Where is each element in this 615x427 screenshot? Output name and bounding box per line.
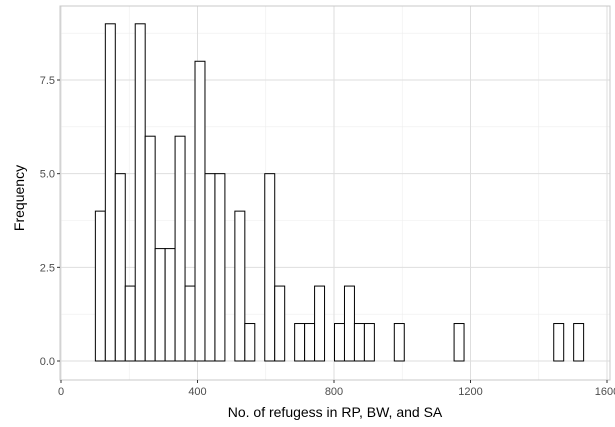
histogram-bar [104,23,116,362]
histogram-bar [453,323,465,362]
histogram-bar [154,248,166,362]
y-axis-ticks: 0.0 2.5 5.0 7.5 [40,75,60,368]
histogram-bar [174,135,186,362]
histogram-bar [343,285,355,362]
histogram-bar [274,285,286,362]
histogram-bar [363,323,375,362]
histogram-bar [573,323,585,362]
histogram-bar [264,173,276,362]
histogram-bar [204,173,216,362]
histogram-bar [393,323,405,362]
x-tick-label: 800 [325,386,343,398]
histogram-bar [94,210,106,362]
y-tick-label: 0.0 [40,356,55,368]
histogram-bar [144,135,156,362]
y-tick-label: 7.5 [40,75,55,87]
histogram-bar [314,285,326,362]
y-axis-title: Frequency [11,165,27,231]
x-axis-title: No. of refugess in RP, BW, and SA [228,404,443,420]
histogram-bar [124,285,136,362]
histogram-bar [334,323,345,362]
x-tick-label: 0 [58,386,64,398]
histogram-bar [114,173,126,362]
y-tick-label: 2.5 [40,262,55,274]
histogram-bar [304,323,316,362]
histogram-bar [164,248,176,362]
histogram-bar [214,173,226,362]
panel-border [59,5,611,381]
histogram-bar [194,60,206,362]
histogram-bars [94,23,585,362]
histogram-bar [553,323,565,362]
histogram-bar [184,285,196,362]
histogram-bar [244,323,256,362]
y-tick-label: 5.0 [40,169,55,181]
histogram-bar [353,323,365,362]
histogram-bar [294,323,306,362]
x-tick-label: 1200 [458,386,482,398]
histogram-bar [134,23,146,362]
x-tick-label: 400 [188,386,206,398]
histogram-bar [234,210,246,362]
